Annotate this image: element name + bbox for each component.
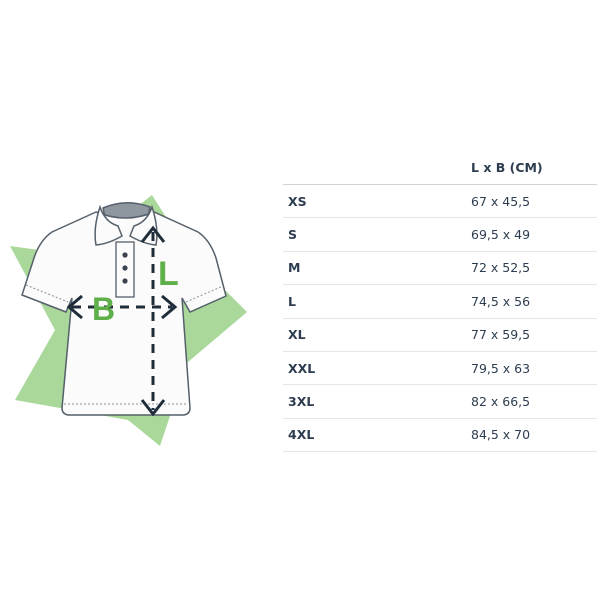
button-2 (122, 265, 128, 271)
width-arrow-right-head (161, 294, 178, 320)
size-label: L (283, 284, 471, 319)
size-label: S (283, 217, 471, 252)
width-letter: B (92, 291, 115, 327)
size-value: 72 x 52,5 (471, 251, 597, 286)
table-row: XXL 79,5 x 63 (283, 351, 597, 386)
length-arrow-bottom-head (140, 399, 166, 417)
table-row: XL 77 x 59,5 (283, 318, 597, 352)
length-arrow-top-head (140, 225, 166, 243)
size-chart-table: L x B (CM) XS 67 x 45,5 S 69,5 x 49 M 72… (283, 150, 597, 453)
size-label: XL (283, 318, 471, 352)
size-value: 84,5 x 70 (471, 418, 597, 453)
size-label: M (283, 251, 471, 286)
polo-shirt-illustration: L B (10, 195, 247, 446)
collar-left-flap (94, 204, 123, 246)
table-row: L 74,5 x 56 (283, 284, 597, 319)
left-sleeve-hem (25, 284, 69, 303)
table-header-row: L x B (CM) (283, 150, 597, 185)
size-label: 4XL (283, 418, 471, 453)
size-value: 79,5 x 63 (471, 351, 597, 386)
table-row: 3XL 82 x 66,5 (283, 384, 597, 419)
button-3 (122, 278, 128, 284)
size-value: 82 x 66,5 (471, 384, 597, 419)
dimensions-column-header: L x B (CM) (471, 150, 597, 185)
width-arrow-left-head (66, 294, 83, 320)
shirt-body (21, 211, 227, 416)
size-value: 67 x 45,5 (471, 184, 597, 219)
size-label: XXL (283, 351, 471, 386)
size-value: 77 x 59,5 (471, 318, 597, 352)
table-row: XS 67 x 45,5 (283, 184, 597, 219)
size-label: 3XL (283, 384, 471, 419)
size-value: 74,5 x 56 (471, 284, 597, 319)
size-label: XS (283, 184, 471, 219)
size-column-header (283, 150, 471, 185)
right-sleeve-hem (185, 285, 224, 303)
size-value: 69,5 x 49 (471, 217, 597, 252)
table-row: S 69,5 x 49 (283, 217, 597, 252)
button-1 (122, 252, 128, 258)
table-row: M 72 x 52,5 (283, 251, 597, 286)
table-row: 4XL 84,5 x 70 (283, 418, 597, 453)
length-letter: L (158, 255, 179, 293)
